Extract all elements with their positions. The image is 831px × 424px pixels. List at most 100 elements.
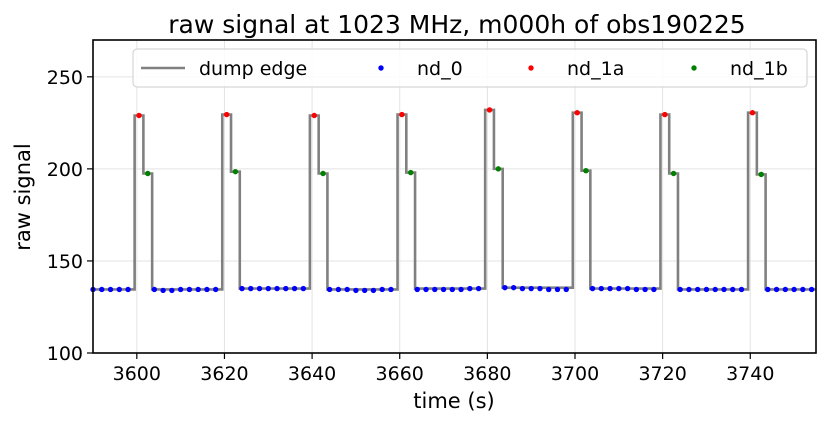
- point-nd-0: [694, 286, 701, 293]
- point-nd-0: [344, 286, 350, 293]
- point-nd-0: [510, 284, 517, 291]
- point-nd-0: [177, 286, 184, 293]
- point-nd-1b: [232, 168, 239, 175]
- legend-label-dump-edge: dump edge: [199, 58, 307, 80]
- point-nd-0: [677, 286, 683, 293]
- point-nd-0: [458, 286, 464, 293]
- x-tick-label: 3660: [376, 363, 424, 385]
- point-nd-0: [642, 286, 648, 293]
- point-nd-1a: [574, 110, 580, 116]
- point-nd-0: [169, 287, 175, 294]
- x-tick-label: 3680: [463, 363, 511, 385]
- x-tick-label: 3640: [288, 363, 336, 385]
- point-nd-1a: [399, 111, 405, 118]
- point-nd-0: [423, 286, 429, 293]
- point-nd-0: [379, 286, 385, 293]
- x-tick-label: 3720: [638, 363, 686, 385]
- point-nd-0: [782, 286, 789, 293]
- point-nd-0: [563, 286, 569, 293]
- point-nd-0: [554, 286, 561, 293]
- point-nd-0: [800, 286, 806, 293]
- point-nd-1a: [486, 107, 493, 113]
- point-nd-0: [353, 287, 359, 294]
- point-nd-0: [467, 285, 473, 292]
- point-nd-1b: [670, 170, 677, 177]
- point-nd-0: [528, 285, 534, 292]
- point-nd-1b: [758, 171, 764, 178]
- x-tick-label: 3740: [726, 363, 774, 385]
- point-nd-1b: [320, 170, 326, 177]
- point-nd-0: [589, 285, 596, 292]
- point-nd-0: [703, 286, 710, 293]
- point-nd-1b: [495, 166, 502, 172]
- point-nd-0: [440, 286, 447, 293]
- legend-swatch-nd-1b: [691, 65, 697, 71]
- point-nd-0: [125, 286, 131, 293]
- point-nd-0: [212, 286, 219, 293]
- legend-label-nd-0: nd_0: [417, 58, 463, 80]
- point-nd-0: [335, 286, 342, 293]
- point-nd-1b: [583, 168, 589, 174]
- y-tick-label: 150: [47, 251, 83, 273]
- series-dump-edge-line: [93, 108, 816, 291]
- point-nd-0: [283, 285, 289, 292]
- point-nd-0: [633, 286, 640, 293]
- point-nd-0: [160, 287, 166, 294]
- point-nd-0: [773, 286, 780, 293]
- tick-layer: 3600 3620 3640 3660 3680 3700 3720 3740 100 150 20…: [47, 67, 775, 385]
- point-nd-0: [99, 286, 105, 293]
- legend-swatch-nd-0: [378, 65, 384, 71]
- point-nd-0: [388, 286, 394, 293]
- point-nd-0: [730, 286, 736, 293]
- point-nd-0: [239, 285, 245, 292]
- point-nd-0: [256, 285, 263, 292]
- point-nd-0: [738, 286, 745, 293]
- plot-frame: [92, 39, 817, 354]
- point-nd-1b: [407, 169, 414, 176]
- point-nd-0: [791, 286, 797, 293]
- y-tick-label: 200: [47, 159, 83, 181]
- point-nd-0: [808, 286, 815, 293]
- point-nd-1a: [136, 112, 142, 119]
- legend: dump edge nd_0 nd_1a nd_1b: [132, 48, 808, 88]
- point-nd-0: [265, 285, 271, 292]
- point-nd-0: [449, 286, 456, 293]
- legend-label-nd-1b: nd_1b: [730, 58, 788, 80]
- point-nd-0: [624, 285, 631, 292]
- x-tick-label: 3600: [113, 363, 161, 385]
- x-tick-label: 3620: [200, 363, 248, 385]
- legend-label-nd-1a: nd_1a: [567, 58, 624, 80]
- point-nd-0: [546, 286, 552, 293]
- point-nd-0: [370, 287, 377, 294]
- point-nd-0: [651, 286, 657, 293]
- point-nd-0: [686, 286, 692, 293]
- point-nd-0: [475, 285, 482, 292]
- point-nd-0: [616, 285, 622, 292]
- point-nd-1a: [223, 111, 230, 118]
- point-nd-0: [765, 286, 771, 293]
- point-nd-0: [195, 286, 201, 293]
- point-nd-0: [326, 286, 333, 293]
- point-nd-0: [186, 286, 193, 293]
- x-tick-label: 3700: [551, 363, 599, 385]
- point-nd-0: [361, 287, 368, 294]
- point-nd-0: [414, 286, 420, 293]
- point-nd-0: [721, 286, 727, 293]
- data-layer: [90, 107, 816, 294]
- chart-title: raw signal at 1023 MHz, m000h of obs1902…: [168, 10, 745, 39]
- y-axis-label: raw signal: [11, 143, 35, 250]
- legend-frame: [132, 48, 808, 88]
- point-nd-0: [598, 285, 604, 292]
- x-axis-label: time (s): [413, 389, 494, 413]
- point-nd-0: [537, 285, 543, 292]
- point-nd-0: [107, 286, 114, 293]
- point-nd-0: [204, 286, 210, 293]
- point-nd-0: [291, 285, 298, 292]
- point-nd-0: [274, 285, 280, 292]
- point-nd-1b: [145, 170, 151, 177]
- point-nd-1a: [749, 110, 756, 116]
- point-nd-0: [519, 285, 526, 292]
- point-nd-0: [248, 285, 254, 292]
- point-nd-0: [432, 286, 438, 293]
